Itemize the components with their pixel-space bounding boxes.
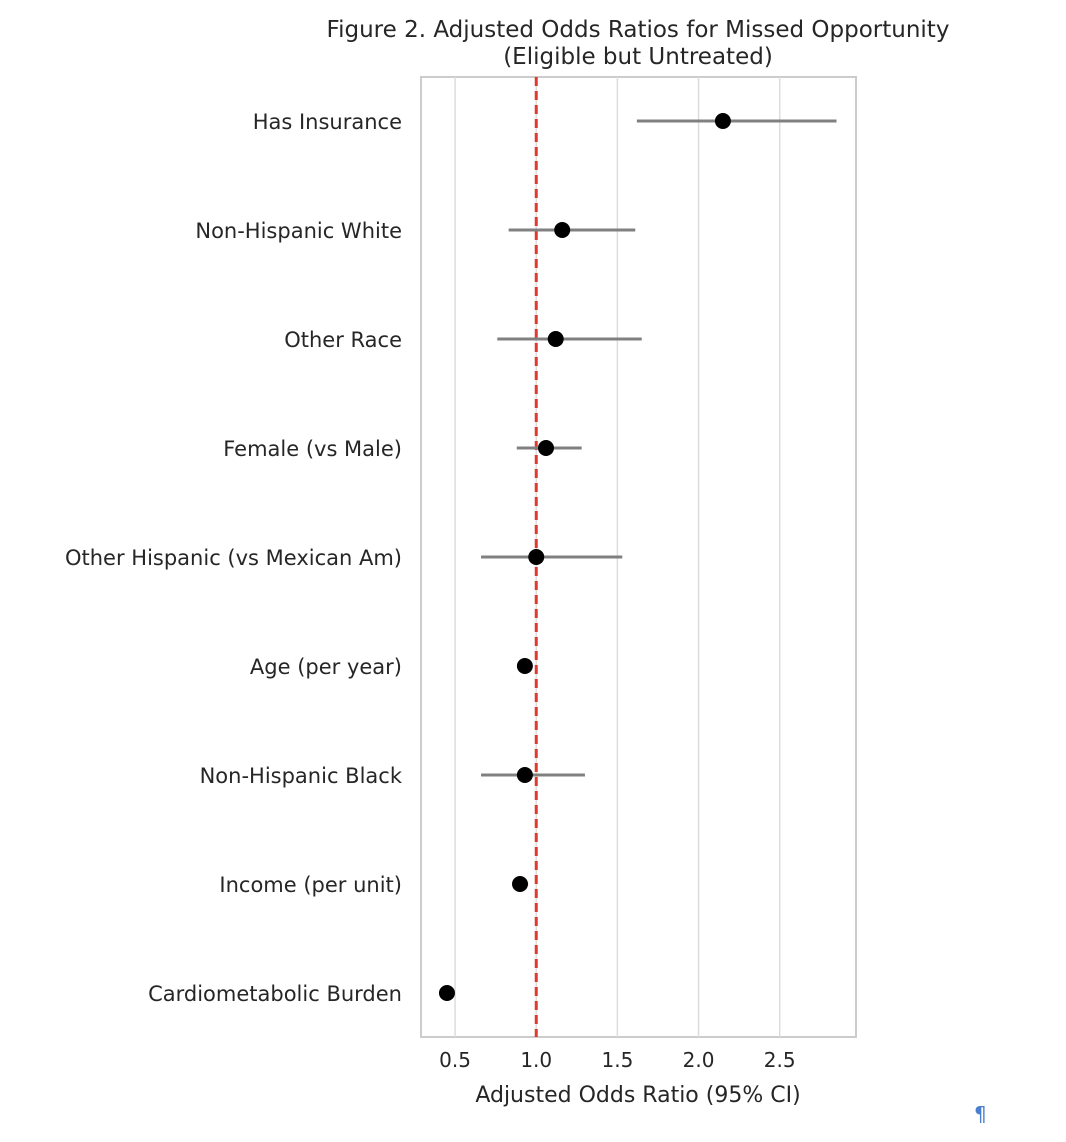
x-axis-ticks: 0.5 1.0 1.5 2.0 2.5 — [439, 1048, 795, 1072]
row-label: Female (vs Male) — [223, 437, 402, 461]
pilcrow-mark: ¶ — [974, 1102, 987, 1126]
row-label: Non-Hispanic White — [195, 219, 402, 243]
row-label: Income (per unit) — [219, 873, 402, 897]
row-label: Age (per year) — [250, 655, 402, 679]
odds-ratio-point — [516, 658, 533, 674]
odds-ratio-point — [528, 549, 545, 565]
forest-row: Other Hispanic (vs Mexican Am) — [65, 546, 623, 570]
odds-ratio-point — [714, 113, 731, 129]
odds-ratio-point — [547, 331, 564, 347]
forest-row: Non-Hispanic Black — [200, 764, 585, 788]
x-tick-label: 1.0 — [520, 1048, 552, 1072]
row-label: Other Race — [284, 328, 402, 352]
forest-row: Non-Hispanic White — [195, 219, 636, 243]
x-tick-label: 2.0 — [683, 1048, 715, 1072]
row-label: Cardiometabolic Burden — [148, 982, 402, 1006]
x-tick-label: 1.5 — [601, 1048, 633, 1072]
forest-row: Cardiometabolic Burden — [148, 982, 455, 1006]
forest-row: Other Race — [284, 328, 642, 352]
odds-ratio-point — [537, 440, 554, 456]
odds-ratio-point — [512, 876, 529, 892]
row-label: Has Insurance — [253, 110, 402, 134]
rows-group: Has Insurance Non-Hispanic White Other Rac… — [65, 110, 837, 1006]
forest-row: Female (vs Male) — [223, 437, 582, 461]
chart-title-line-1: Figure 2. Adjusted Odds Ratios for Misse… — [327, 17, 950, 43]
x-axis-label: Adjusted Odds Ratio (95% CI) — [475, 1083, 800, 1108]
odds-ratio-point — [516, 767, 533, 783]
forest-row: Has Insurance — [253, 110, 837, 134]
row-label: Other Hispanic (vs Mexican Am) — [65, 546, 402, 570]
plot-frame — [420, 76, 857, 1038]
row-label: Non-Hispanic Black — [200, 764, 403, 788]
odds-ratio-point — [554, 222, 571, 238]
forest-row: Income (per unit) — [219, 873, 529, 897]
x-tick-label: 0.5 — [439, 1048, 471, 1072]
chart-title-line-2: (Eligible but Untreated) — [503, 44, 773, 70]
x-tick-label: 2.5 — [764, 1048, 796, 1072]
odds-ratio-point — [438, 985, 455, 1001]
forest-row: Age (per year) — [250, 655, 533, 679]
